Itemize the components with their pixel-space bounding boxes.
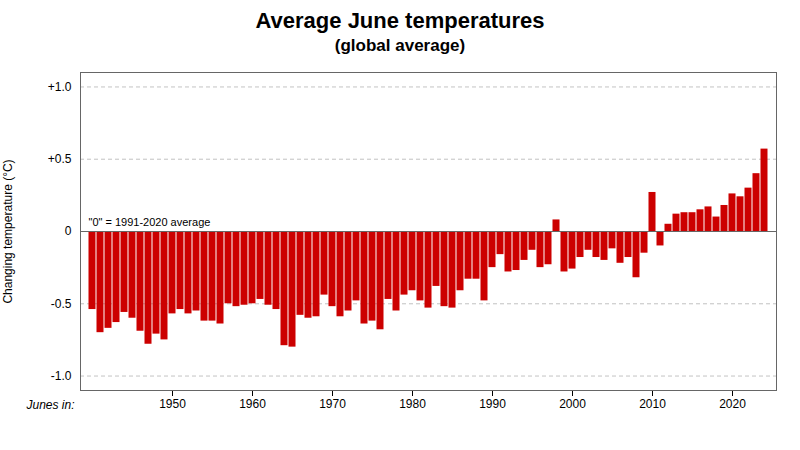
svg-text:+0.5: +0.5	[48, 152, 72, 166]
svg-text:0: 0	[65, 224, 72, 238]
svg-text:-0.5: -0.5	[51, 297, 72, 311]
svg-text:1950: 1950	[159, 397, 186, 411]
svg-text:"0" = 1991-2020 average: "0" = 1991-2020 average	[89, 216, 211, 228]
svg-text:1960: 1960	[239, 397, 266, 411]
svg-text:2010: 2010	[639, 397, 666, 411]
svg-text:+1.0: +1.0	[48, 80, 72, 94]
svg-text:1990: 1990	[479, 397, 506, 411]
svg-text:2020: 2020	[719, 397, 746, 411]
svg-text:Changing temperature (°C): Changing temperature (°C)	[1, 159, 15, 303]
html-text:(global average): (global average)	[334, 36, 466, 55]
svg-text:Junes in:: Junes in:	[25, 398, 74, 412]
svg-text:1980: 1980	[399, 397, 426, 411]
svg-text:2000: 2000	[559, 397, 586, 411]
svg-text:-1.0: -1.0	[51, 369, 72, 383]
svg-text:1970: 1970	[319, 397, 346, 411]
html-text:Average June temperatures: Average June temperatures	[255, 8, 545, 33]
